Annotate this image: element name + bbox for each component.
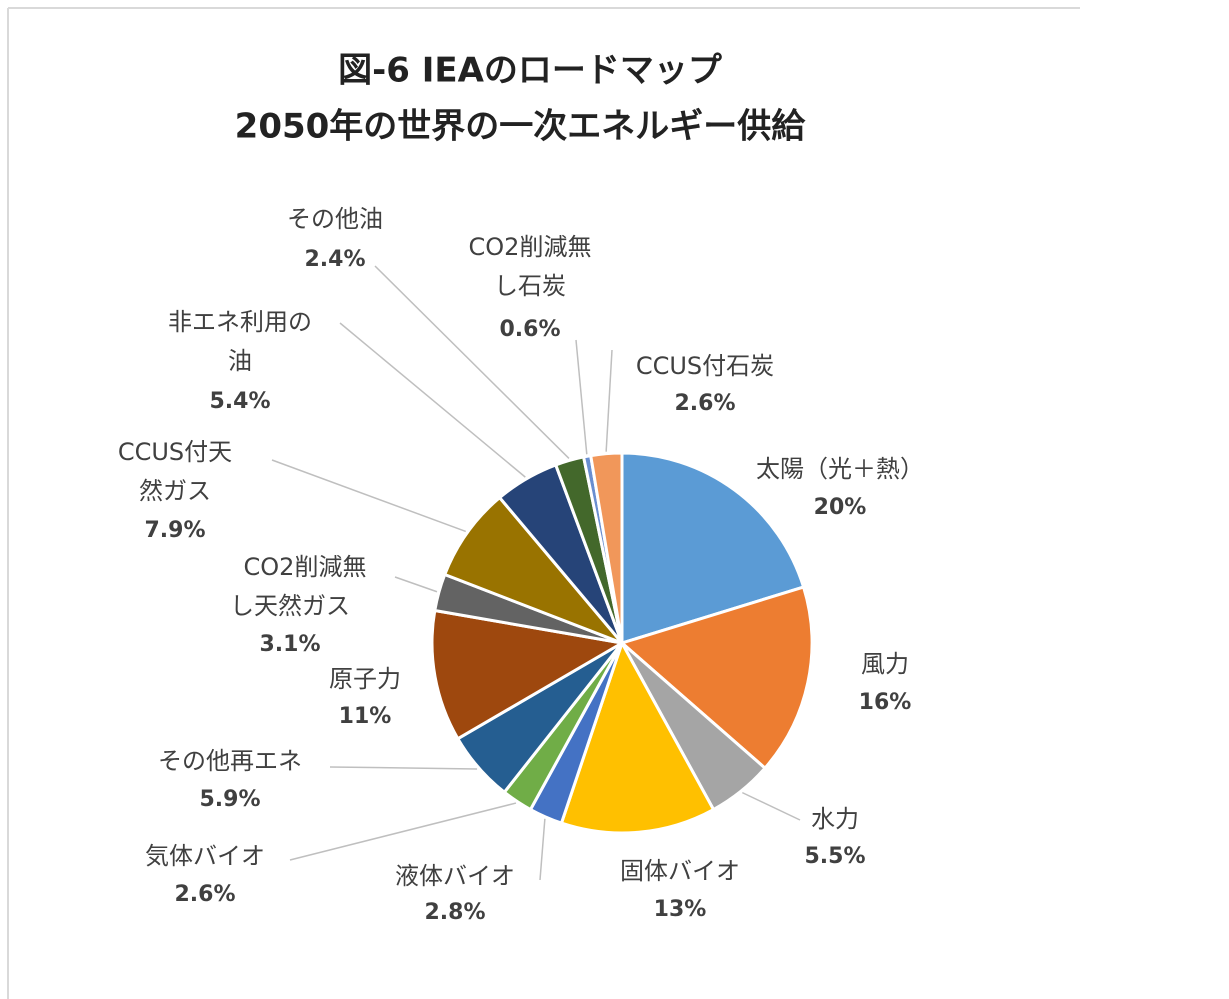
label-line: 風力 [861, 650, 909, 678]
label-line: 原子力 [329, 665, 401, 693]
label-line: 液体バイオ [395, 862, 515, 890]
leader-line [339, 322, 526, 478]
label-line: CCUS付石炭 [636, 352, 774, 380]
slice-label: 風力 [861, 650, 909, 678]
slice-label: その他再エネ [158, 747, 302, 775]
value-label: 20% [814, 495, 867, 520]
label-line: 水力 [811, 805, 859, 833]
label-line: 油 [228, 347, 252, 375]
value-label: 13% [654, 897, 707, 922]
label-line: CCUS付天 [118, 438, 232, 466]
pie-slice [620, 451, 806, 646]
slice-label: 液体バイオ [395, 862, 515, 890]
slice-label: その他油 [287, 205, 383, 233]
pie-slice [618, 585, 814, 771]
leader-line [575, 339, 588, 455]
label-line: その他再エネ [158, 747, 302, 775]
leader-line [329, 766, 478, 770]
slice-label: 原子力 [329, 665, 401, 693]
leader-line [374, 265, 570, 460]
value-label: 2.6% [174, 882, 235, 907]
label-line: 非エネ利用の [168, 308, 312, 336]
slice-label: 非エネ利用の油 [168, 308, 312, 375]
value-label: 16% [859, 690, 912, 715]
label-line: し石炭 [494, 272, 566, 300]
value-label: 5.4% [209, 389, 270, 414]
pie-slice [589, 451, 624, 644]
leader-line [605, 349, 613, 452]
chart-subtitle: 2050年の世界の一次エネルギー供給 [235, 107, 807, 147]
value-label: 0.6% [499, 317, 560, 342]
label-line: 気体バイオ [145, 842, 265, 870]
pie-slice [559, 639, 716, 835]
slice-label: 固体バイオ [620, 857, 740, 885]
value-label: 3.1% [259, 632, 320, 657]
leader-line [539, 818, 546, 881]
leader-line [394, 576, 438, 593]
label-line: CO2削減無 [469, 233, 592, 261]
leader-line [742, 791, 801, 821]
slice-label: CCUS付天然ガス [118, 438, 232, 505]
slice-label: 気体バイオ [145, 842, 265, 870]
value-label: 2.6% [674, 391, 735, 416]
chart-title: 図-6 IEAのロードマップ [338, 51, 722, 91]
value-label: 2.8% [424, 900, 485, 925]
label-line: 固体バイオ [620, 857, 740, 885]
leader-line [289, 802, 517, 861]
slice-label: CCUS付石炭 [636, 352, 774, 380]
slice-label: CO2削減無し石炭 [469, 233, 592, 300]
value-label: 7.9% [144, 518, 205, 543]
label-line: CO2削減無 [244, 553, 367, 581]
value-label: 5.9% [199, 787, 260, 812]
value-label: 5.5% [804, 844, 865, 869]
label-line: 然ガス [139, 477, 211, 505]
pie-slice [430, 608, 627, 741]
label-line: し天然ガス [230, 592, 350, 620]
pie-slice [442, 495, 624, 645]
slice-label: CO2削減無し天然ガス [230, 553, 366, 620]
value-label: 11% [339, 704, 392, 729]
label-line: その他油 [287, 205, 383, 233]
label-line: 太陽（光＋熱） [756, 455, 924, 483]
value-label: 2.4% [304, 247, 365, 272]
slice-label: 太陽（光＋熱） [756, 455, 924, 483]
leader-line [271, 459, 467, 533]
slice-label: 水力 [811, 805, 859, 833]
